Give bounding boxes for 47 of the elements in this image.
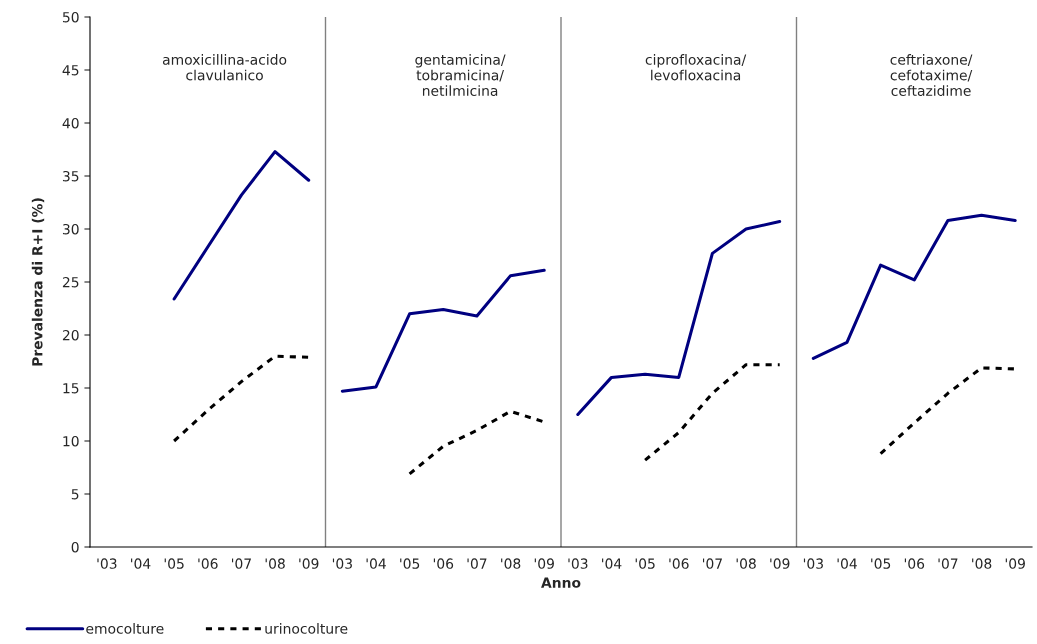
annotation: amoxicillina-acido clavulanico bbox=[162, 54, 287, 81]
x-tick-label: '06 bbox=[904, 558, 925, 569]
x-tick-label: '07 bbox=[938, 558, 958, 569]
x-tick-label: '05 bbox=[871, 558, 891, 569]
y-tick-label: 50 bbox=[62, 11, 79, 23]
x-tick-label: '06 bbox=[669, 558, 689, 569]
x-tick-label: '03 bbox=[568, 558, 588, 569]
legend-label: urinocolture bbox=[265, 623, 348, 634]
x-tick-label: '04 bbox=[366, 558, 386, 569]
x-tick-label: '08 bbox=[972, 558, 992, 569]
legend-label: emocolture bbox=[86, 623, 164, 634]
x-tick-label: '09 bbox=[1005, 558, 1025, 569]
x-tick-label: '03 bbox=[97, 558, 117, 569]
annotation: ciprofloxacina/ levofloxacina bbox=[645, 54, 747, 81]
x-tick-label: '06 bbox=[198, 558, 218, 569]
y-tick-label: 30 bbox=[62, 223, 79, 235]
y-tick-label: 15 bbox=[63, 383, 79, 394]
annotation: ceftriaxone/ cefotaxime/ ceftazidime bbox=[890, 54, 973, 96]
y-tick-label: 45 bbox=[62, 65, 79, 76]
y-tick-label: 40 bbox=[62, 117, 79, 129]
y-tick-label: 10 bbox=[63, 435, 79, 447]
x-tick-label: '09 bbox=[299, 558, 319, 569]
x-tick-label: '07 bbox=[467, 558, 487, 569]
x-tick-label: '08 bbox=[265, 558, 285, 569]
x-tick-label: '04 bbox=[602, 558, 622, 569]
y-tick-label: 0 bbox=[71, 541, 79, 553]
x-tick-label: '07 bbox=[702, 558, 722, 569]
x-tick-label: '04 bbox=[837, 558, 857, 569]
x-axis-title: Anno bbox=[541, 577, 581, 588]
x-tick-label: '07 bbox=[231, 558, 251, 569]
y-tick-label: 20 bbox=[62, 329, 79, 341]
x-tick-label: '03 bbox=[332, 558, 352, 569]
x-tick-label: '05 bbox=[635, 558, 655, 569]
x-tick-label: '04 bbox=[131, 558, 151, 569]
annotation: gentamicina/ tobramicina/ netilmicina bbox=[415, 54, 506, 96]
y-tick-label: 35 bbox=[62, 170, 79, 182]
x-tick-label: '05 bbox=[400, 558, 420, 569]
x-tick-label: '03 bbox=[803, 558, 823, 569]
y-tick-label: 25 bbox=[62, 276, 79, 288]
y-axis-title: Prevalenza di R+I (%) bbox=[31, 198, 45, 366]
x-tick-label: '09 bbox=[534, 558, 554, 569]
y-tick-label: 5 bbox=[71, 489, 79, 500]
x-tick-label: '08 bbox=[501, 558, 521, 569]
x-tick-label: '09 bbox=[770, 558, 790, 569]
x-tick-label: '06 bbox=[433, 558, 454, 569]
x-tick-label: '08 bbox=[736, 558, 756, 569]
x-tick-label: '05 bbox=[164, 558, 184, 569]
